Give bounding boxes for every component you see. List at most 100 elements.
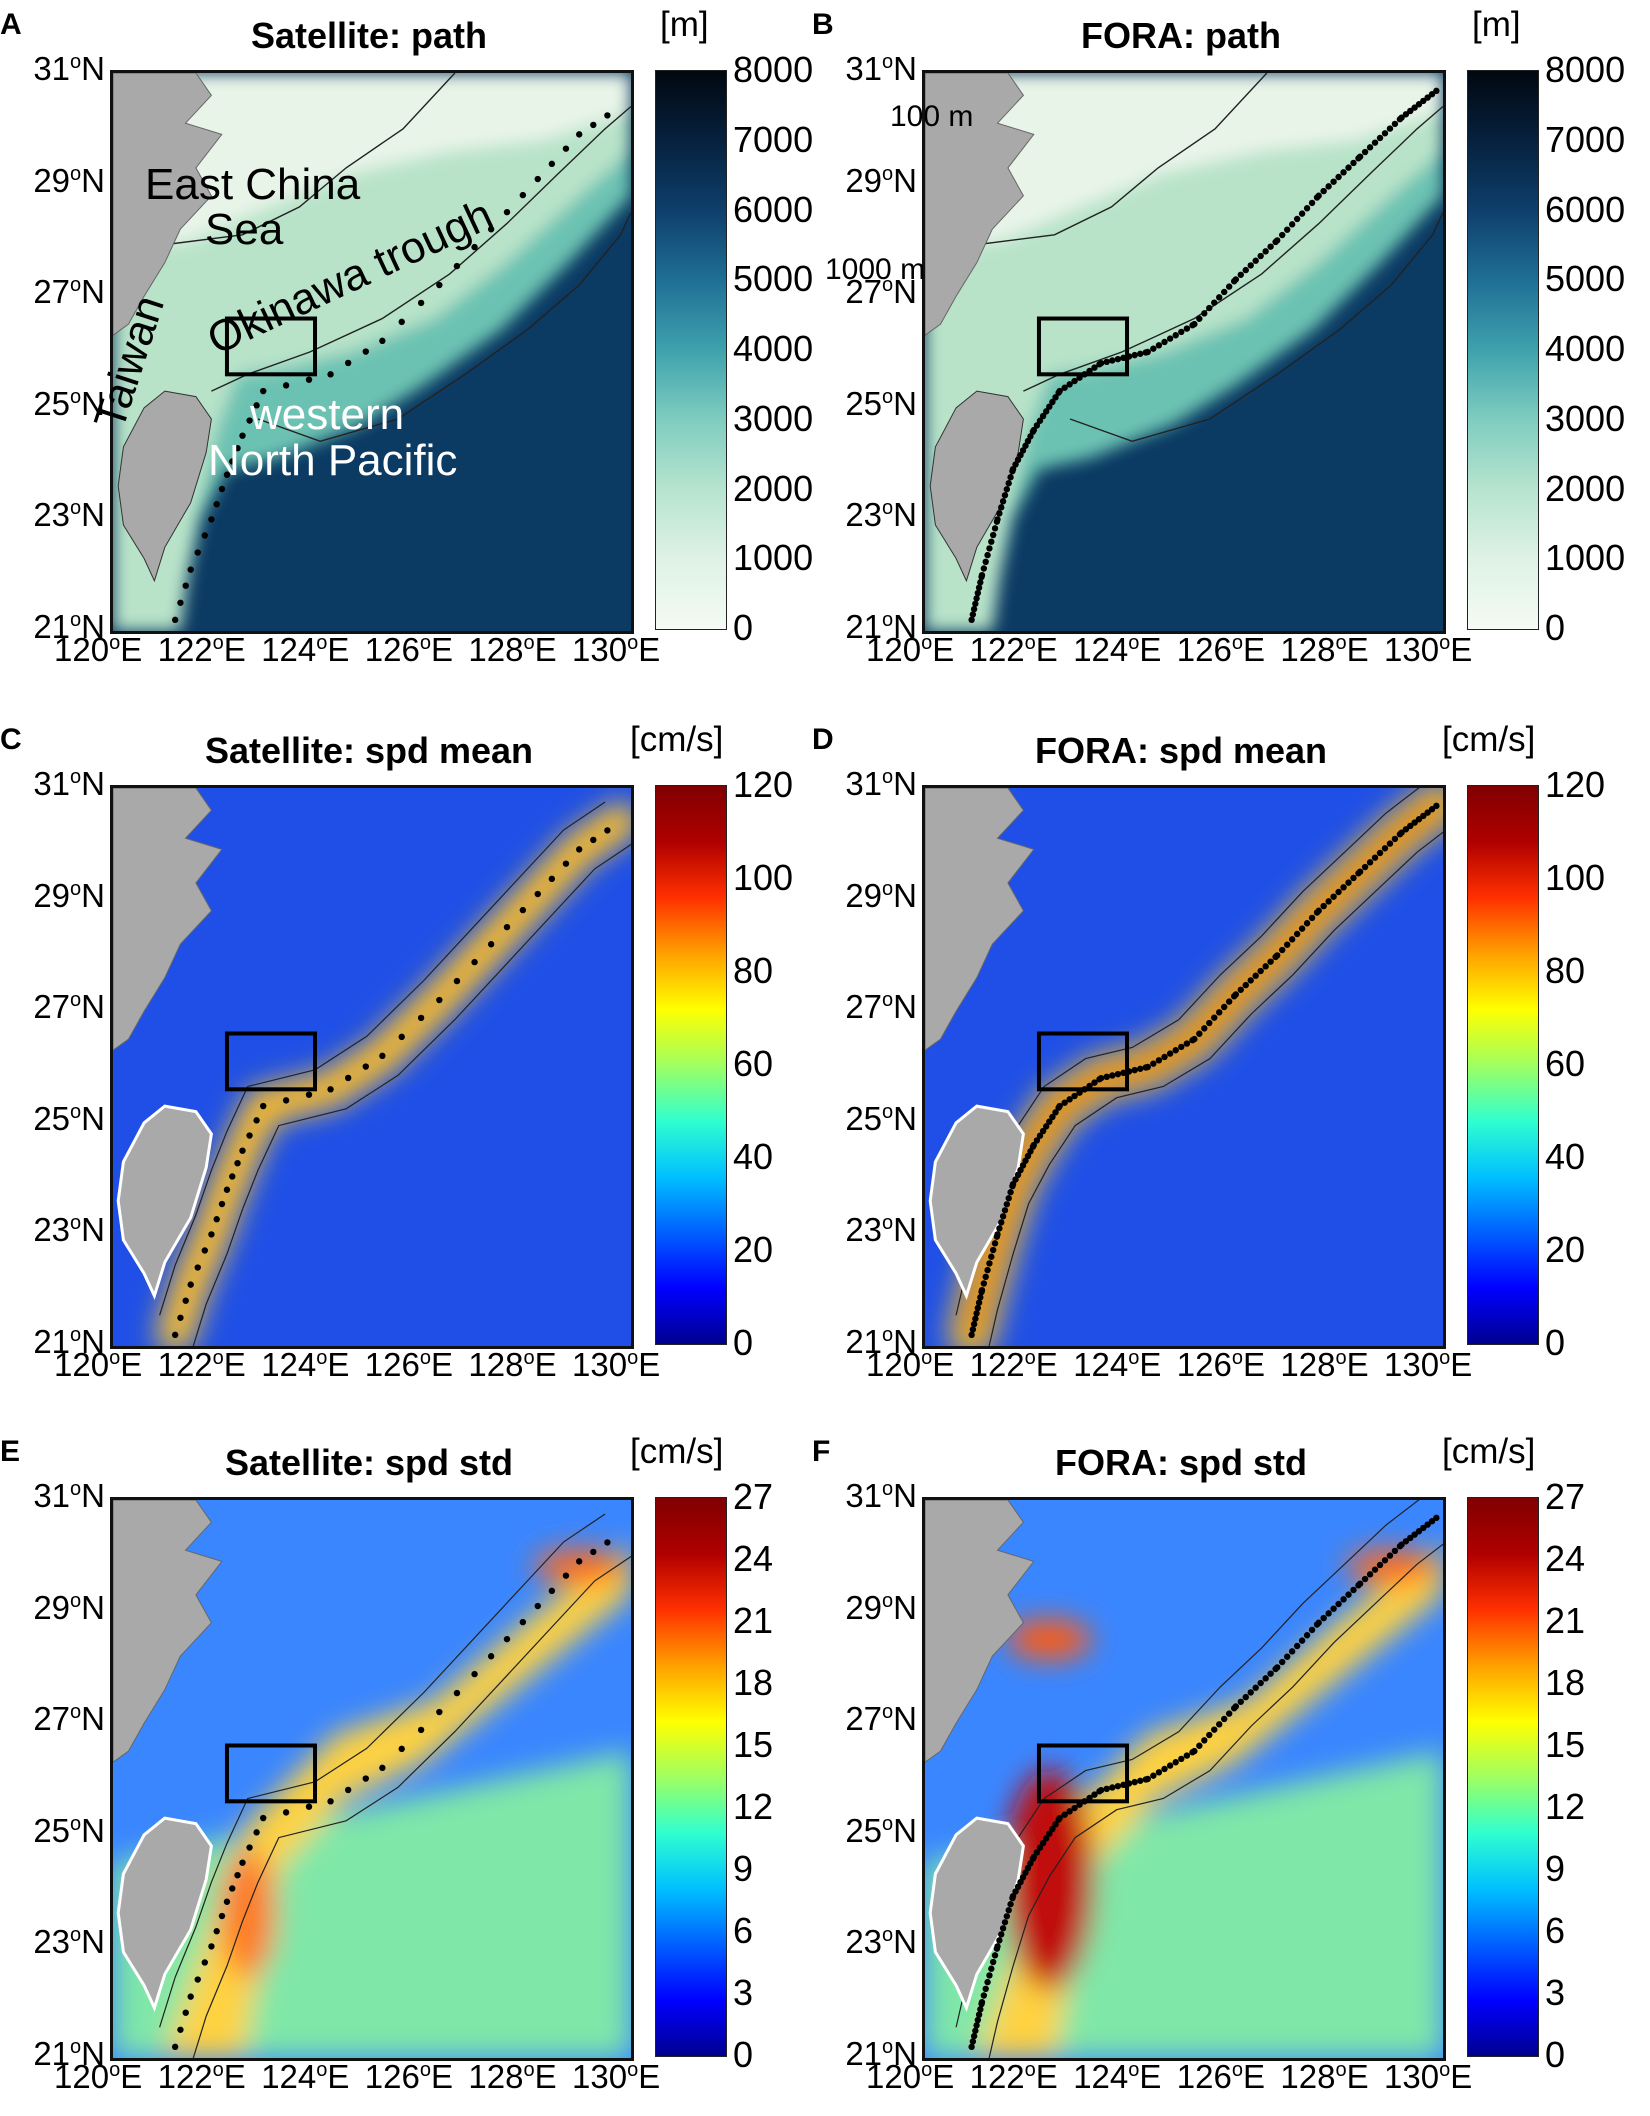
kuroshio-path-dot (305, 376, 313, 383)
lon-tick-label: 124oE (1073, 2058, 1162, 2095)
lon-tick-label: 120oE (866, 1346, 955, 1383)
kuroshio-path-dot (1415, 101, 1423, 108)
land-china (113, 1500, 223, 1763)
colorbar-tick-label: 120 (733, 764, 794, 805)
kuroshio-path-dot (1398, 114, 1405, 121)
kuroshio-path-dot (984, 1266, 991, 1274)
colorbar-tick-label: 8000 (733, 49, 814, 90)
colorbar-tick-label: 3 (733, 1972, 754, 2013)
lon-tick-label: 120oE (54, 1346, 143, 1383)
kuroshio-path-dot (986, 1972, 993, 1979)
kuroshio-path-dot (1196, 1030, 1203, 1037)
lon-tick-label: 126oE (364, 1346, 453, 1383)
kuroshio-path-dot (1216, 1009, 1223, 1016)
kuroshio-path-dot (1150, 1060, 1157, 1067)
kuroshio-path-dot (1178, 1043, 1185, 1051)
kuroshio-path-dot (548, 160, 556, 168)
kuroshio-path-dot (218, 1200, 226, 1208)
kuroshio-path-dot (239, 432, 246, 439)
kuroshio-path-dot (417, 299, 425, 307)
kuroshio-path-dot (229, 458, 236, 465)
kuroshio-path-dot (988, 1965, 995, 1972)
kuroshio-path-dot (999, 1213, 1007, 1220)
kuroshio-path-dot (999, 498, 1007, 505)
kuroshio-path-dot (305, 1091, 313, 1098)
kuroshio-path-dot (978, 572, 986, 579)
kuroshio-path-dot (398, 1745, 405, 1753)
kuroshio-path-dot (1046, 1830, 1053, 1837)
kuroshio-path-dot (576, 131, 583, 138)
kuroshio-path-dot (1131, 351, 1138, 359)
kuroshio-path-dot (1012, 461, 1019, 468)
kuroshio-path-dot (1091, 1791, 1098, 1798)
kuroshio-path-dot (487, 941, 495, 948)
kuroshio-path-dot (171, 2043, 179, 2051)
colorbar-tick-label: 2000 (733, 467, 814, 509)
kuroshio-path-dot (999, 1925, 1007, 1932)
lon-tick-label: 126oE (364, 631, 453, 668)
kuroshio-path-dot (1172, 1047, 1179, 1054)
kuroshio-path-dot (1247, 977, 1254, 984)
kuroshio-path-dot (975, 1299, 983, 1306)
kuroshio-path-dot (1196, 1742, 1203, 1749)
kuroshio-path-dot (1402, 111, 1410, 118)
kuroshio-path-dot (260, 387, 267, 395)
map-D (922, 785, 1446, 1349)
kuroshio-path-dot (503, 1635, 511, 1643)
colorbar (655, 1497, 727, 2057)
kuroshio-path-dot (1293, 930, 1301, 938)
kuroshio-path-dot (604, 827, 611, 834)
kuroshio-path-dot (246, 417, 253, 424)
lat-tick-label: 21oN (33, 1323, 105, 1360)
kuroshio-path-dot (982, 1273, 989, 1281)
lat-tick-label: 31oN (33, 765, 105, 802)
land-china (925, 788, 1035, 1051)
kuroshio-path-dot (1424, 94, 1431, 101)
kuroshio-path-dot (576, 846, 583, 853)
kuroshio-path-dot (379, 1764, 386, 1772)
panel-title: Satellite: spd std (224, 1442, 514, 1483)
kuroshio-path-dot (1386, 1552, 1394, 1559)
kuroshio-path-dot (436, 996, 443, 1004)
kuroshio-path-dot (487, 226, 495, 233)
colorbar-tick-label: 7000 (733, 118, 814, 160)
colorbar-tick-label: 80 (733, 950, 774, 991)
kuroshio-path-dot (362, 1063, 369, 1070)
lat-tick-label: 27oN (845, 1700, 917, 1738)
kuroshio-path-dot (1081, 371, 1088, 378)
kuroshio-path-dot (1061, 384, 1068, 391)
kuroshio-path-dot (980, 565, 988, 572)
kuroshio-path-dot (194, 549, 201, 556)
kuroshio-path-dot (1407, 822, 1414, 830)
kuroshio-path-dot (1267, 243, 1274, 250)
kuroshio-path-dot (1030, 1853, 1037, 1861)
lon-tick-label: 130oE (572, 1346, 661, 1383)
kuroshio-path-dot (1103, 1073, 1110, 1081)
colorbar-tick-label: 8000 (1545, 49, 1626, 90)
lat-tick-label: 31oN (845, 1477, 917, 1514)
lon-tick-label: 124oE (261, 631, 350, 668)
kuroshio-path-dot (1252, 972, 1259, 979)
kuroshio-path-dot (1361, 1575, 1369, 1583)
kuroshio-path-dot (239, 1147, 246, 1154)
kuroshio-path-dot (986, 1260, 993, 1267)
kuroshio-path-dot (1283, 941, 1291, 948)
kuroshio-path-dot (989, 1958, 997, 1966)
kuroshio-path-dot (1411, 1531, 1418, 1538)
lat-tick-label: 25oN (33, 1099, 105, 1137)
kuroshio-path-dot (1049, 1113, 1056, 1121)
kuroshio-path-dot (1237, 1698, 1244, 1705)
kuroshio-path-dot (1043, 1835, 1050, 1842)
kuroshio-path-dot (1371, 854, 1379, 861)
lon-tick-label: 128oE (468, 2058, 557, 2095)
colorbar-tick-label: 4000 (733, 328, 814, 369)
kuroshio-path-dot (234, 444, 241, 452)
colorbar-tick-label: 120 (1545, 764, 1606, 805)
kuroshio-path-dot (1081, 1798, 1088, 1805)
kuroshio-path-dot (1027, 433, 1034, 440)
kuroshio-path-dot (1076, 1801, 1083, 1808)
kuroshio-path-dot (1257, 252, 1264, 260)
colorbar-tick-label: 6000 (1545, 188, 1626, 230)
lat-tick-label: 31oN (845, 50, 917, 87)
kuroshio-path-dot (471, 958, 478, 966)
